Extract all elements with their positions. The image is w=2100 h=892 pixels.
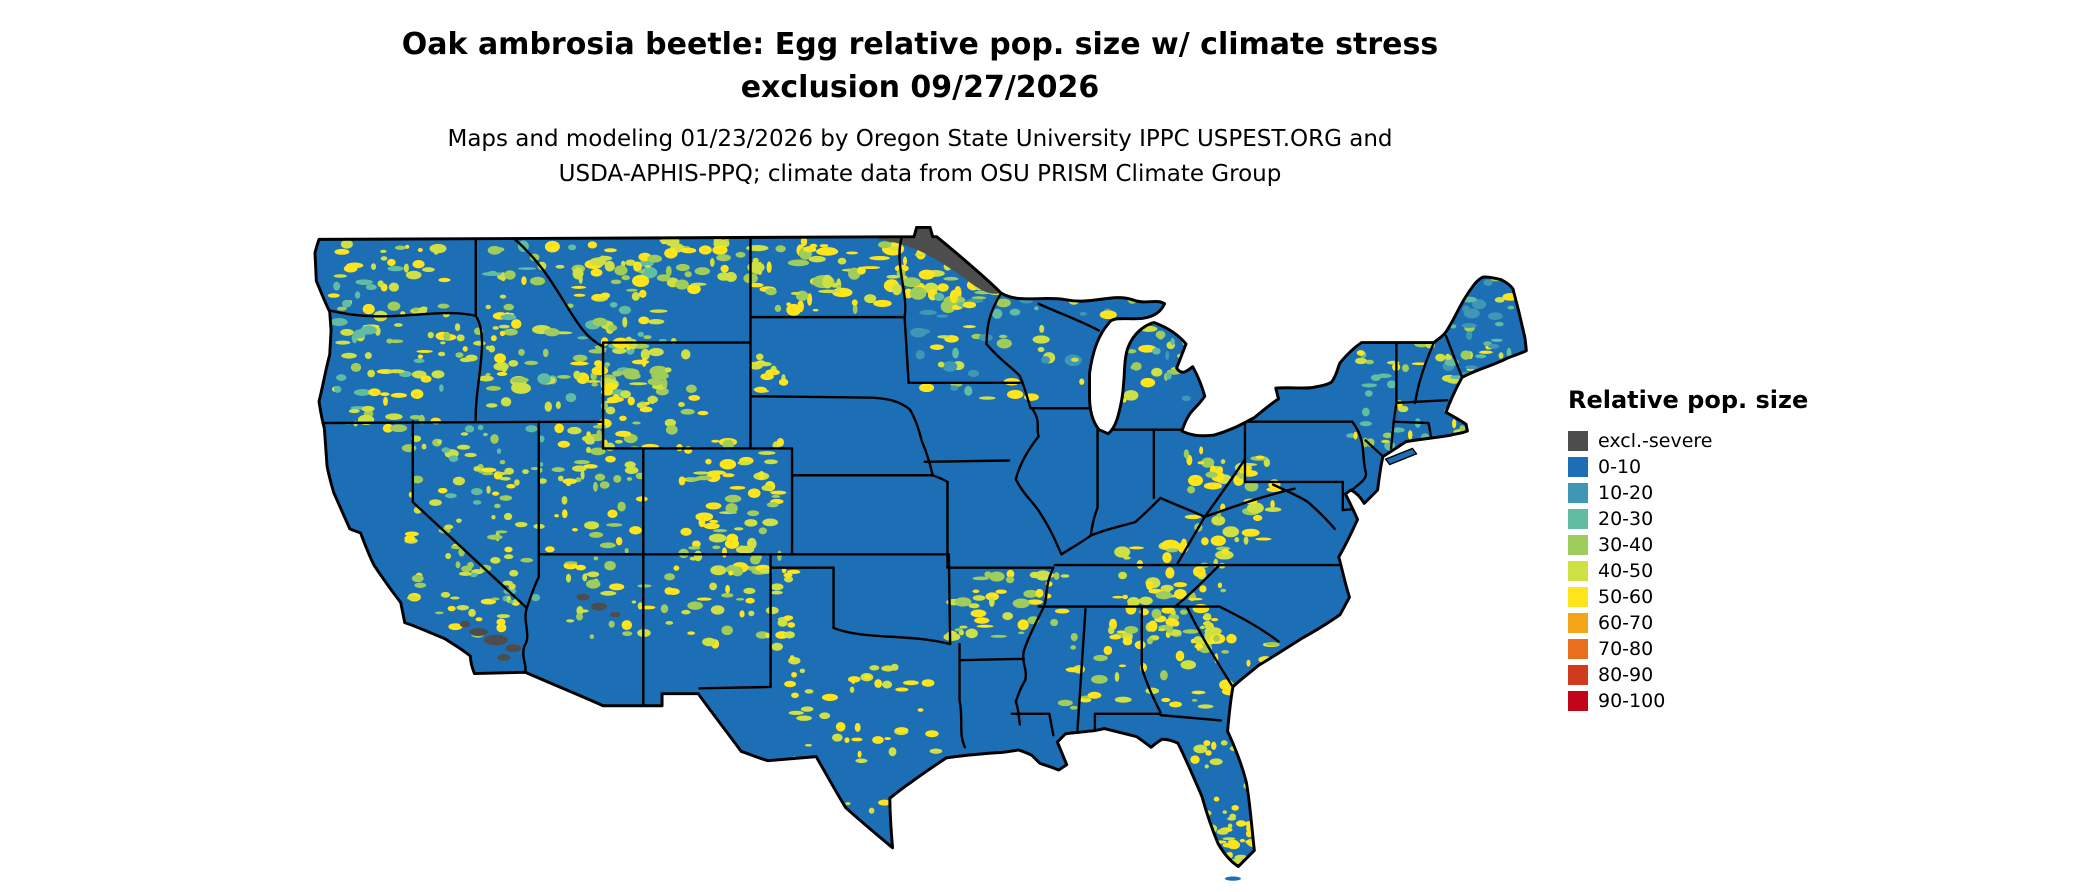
state-boundaries: [323, 235, 1464, 749]
legend-label: 70-80: [1598, 637, 1654, 660]
exclusion-zones: [459, 227, 1002, 661]
legend-label: 60-70: [1598, 611, 1654, 634]
legend-swatch: [1568, 509, 1588, 529]
us-map-fill: [314, 227, 1527, 867]
map-subtitle: Maps and modeling 01/23/2026 by Oregon S…: [447, 122, 1392, 191]
legend-item: 0-10: [1568, 454, 1808, 480]
legend-item: 30-40: [1568, 532, 1808, 558]
legend: Relative pop. size excl.-severe 0-10 10-…: [1568, 386, 1808, 714]
us-map: [308, 226, 1528, 892]
legend-swatch: [1568, 639, 1588, 659]
legend-label: 0-10: [1598, 455, 1642, 478]
legend-label: 30-40: [1598, 533, 1654, 556]
legend-item: 90-100: [1568, 688, 1808, 714]
legend-item: 70-80: [1568, 636, 1808, 662]
legend-swatch: [1568, 535, 1588, 555]
legend-label: excl.-severe: [1598, 429, 1713, 452]
florida-keys: [1224, 876, 1241, 881]
legend-label: 90-100: [1598, 689, 1666, 712]
legend-label: 80-90: [1598, 663, 1654, 686]
legend-item: 10-20: [1568, 480, 1808, 506]
us-outline: [313, 226, 1528, 869]
map-subtitle-line1: Maps and modeling 01/23/2026 by Oregon S…: [447, 126, 1393, 152]
legend-label: 40-50: [1598, 559, 1654, 582]
map-title-line1: Oak ambrosia beetle: Egg relative pop. s…: [401, 27, 1439, 62]
long-island: [1384, 447, 1418, 466]
legend-item: 20-30: [1568, 506, 1808, 532]
legend-swatch: [1568, 587, 1588, 607]
legend-label: 10-20: [1598, 481, 1654, 504]
legend-label: 50-60: [1598, 585, 1654, 608]
legend-swatch: [1568, 561, 1588, 581]
map-title-line2: exclusion 09/27/2026: [740, 69, 1100, 105]
map-subtitle-line2: USDA-APHIS-PPQ; climate data from OSU PR…: [558, 160, 1282, 187]
legend-item: excl.-severe: [1568, 428, 1808, 454]
legend-swatch: [1568, 431, 1588, 451]
map-title: Oak ambrosia beetle: Egg relative pop. s…: [402, 24, 1438, 109]
legend-item: 60-70: [1568, 610, 1808, 636]
legend-item: 50-60: [1568, 584, 1808, 610]
legend-item: 40-50: [1568, 558, 1808, 584]
legend-swatch: [1568, 613, 1588, 633]
us-map-svg: [313, 226, 1528, 881]
legend-title: Relative pop. size: [1568, 386, 1809, 414]
legend-swatch: [1568, 691, 1588, 711]
legend-item: 80-90: [1568, 662, 1808, 688]
legend-swatch: [1568, 483, 1588, 503]
legend-swatch: [1568, 457, 1588, 477]
legend-items: excl.-severe 0-10 10-20 20-30: [1568, 428, 1808, 714]
legend-swatch: [1568, 665, 1588, 685]
legend-label: 20-30: [1598, 507, 1654, 530]
